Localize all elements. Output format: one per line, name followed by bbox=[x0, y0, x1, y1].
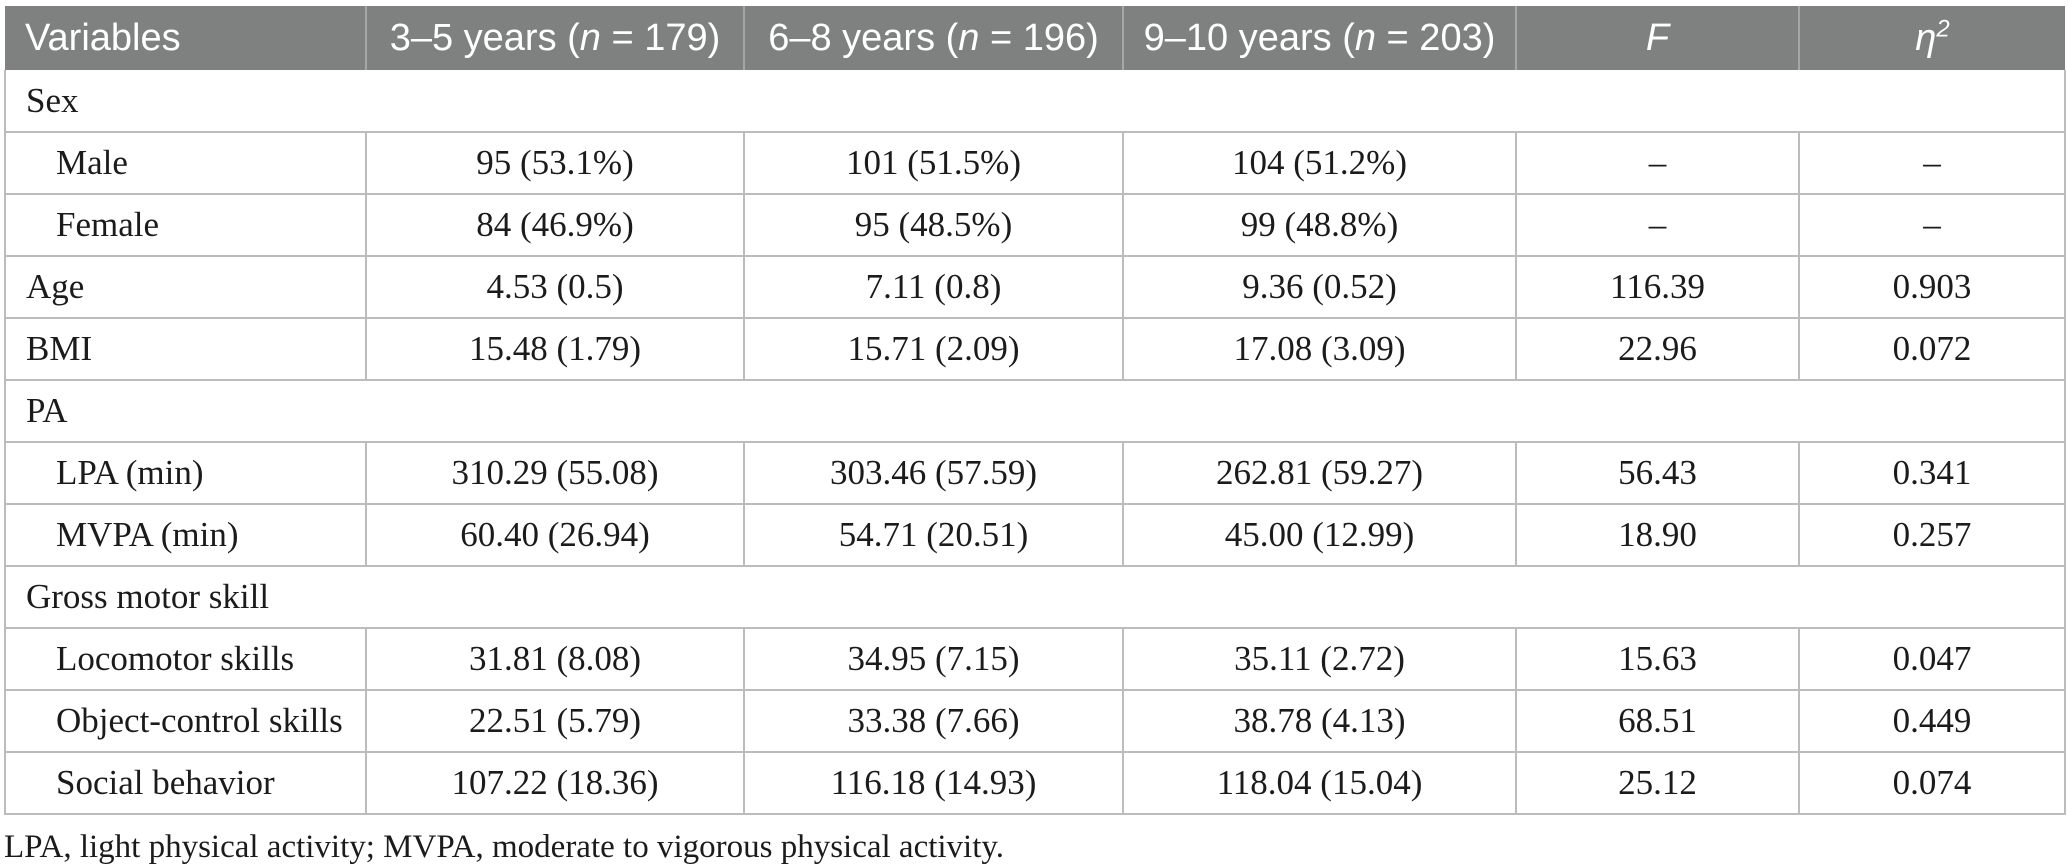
cell-value: 22.51 (5.79) bbox=[365, 689, 744, 752]
row-label: Object-control skills bbox=[4, 689, 366, 752]
cell-value: 95 (48.5%) bbox=[743, 193, 1123, 256]
table-row: MVPA (min) 60.40 (26.94) 54.71 (20.51) 45.0… bbox=[4, 503, 2066, 566]
cell-value: 104 (51.2%) bbox=[1122, 131, 1516, 194]
cell-value: 34.95 (7.15) bbox=[743, 627, 1123, 690]
cell-value: 15.63 bbox=[1515, 627, 1799, 690]
cell-value: 116.39 bbox=[1515, 255, 1799, 318]
cell-value: 262.81 (59.27) bbox=[1122, 441, 1516, 504]
cell-value: 15.71 (2.09) bbox=[743, 317, 1123, 380]
row-label: Female bbox=[4, 193, 366, 256]
section-row: Gross motor skill bbox=[4, 565, 2066, 628]
col-header-group-3-5: 3–5 years (n = 179) bbox=[365, 6, 744, 70]
table-row: Age 4.53 (0.5) 7.11 (0.8) 9.36 (0.52) 116.39… bbox=[4, 255, 2066, 318]
cell-value: 38.78 (4.13) bbox=[1122, 689, 1516, 752]
cell-value: 0.449 bbox=[1798, 689, 2066, 752]
demographics-table: Variables 3–5 years (n = 179) 6–8 years … bbox=[4, 6, 2066, 815]
cell-value: 0.072 bbox=[1798, 317, 2066, 380]
table-row: Locomotor skills 31.81 (8.08) 34.95 (7.15)… bbox=[4, 627, 2066, 690]
cell-value: 45.00 (12.99) bbox=[1122, 503, 1516, 566]
section-label: Sex bbox=[4, 70, 2066, 132]
cell-value: 0.257 bbox=[1798, 503, 2066, 566]
table-row: Female 84 (46.9%) 95 (48.5%) 99 (48.8%) – – bbox=[4, 193, 2066, 256]
col-header-group-9-10: 9–10 years (n = 203) bbox=[1122, 6, 1516, 70]
row-label: BMI bbox=[4, 317, 366, 380]
header-row: Variables 3–5 years (n = 179) 6–8 years … bbox=[5, 6, 2065, 70]
cell-value: 107.22 (18.36) bbox=[365, 751, 744, 815]
cell-value: 56.43 bbox=[1515, 441, 1799, 504]
cell-value: 0.047 bbox=[1798, 627, 2066, 690]
row-label: LPA (min) bbox=[4, 441, 366, 504]
row-label: Male bbox=[4, 131, 366, 194]
cell-value: 303.46 (57.59) bbox=[743, 441, 1123, 504]
cell-value: 31.81 (8.08) bbox=[365, 627, 744, 690]
row-label: Age bbox=[4, 255, 366, 318]
cell-value: 22.96 bbox=[1515, 317, 1799, 380]
col-header-variables: Variables bbox=[5, 6, 366, 70]
cell-value: 68.51 bbox=[1515, 689, 1799, 752]
cell-value: 18.90 bbox=[1515, 503, 1799, 566]
cell-value: 17.08 (3.09) bbox=[1122, 317, 1516, 380]
cell-value: 116.18 (14.93) bbox=[743, 751, 1123, 815]
cell-value: 15.48 (1.79) bbox=[365, 317, 744, 380]
table-row: Object-control skills 22.51 (5.79) 33.38 (… bbox=[4, 689, 2066, 752]
cell-value: – bbox=[1798, 193, 2066, 256]
cell-value: 95 (53.1%) bbox=[365, 131, 744, 194]
col-header-group-6-8: 6–8 years (n = 196) bbox=[743, 6, 1123, 70]
table-row: Social behavior 107.22 (18.36) 116.18 (14.… bbox=[4, 751, 2066, 815]
cell-value: 0.341 bbox=[1798, 441, 2066, 504]
col-header-f-statistic: F bbox=[1515, 6, 1799, 70]
cell-value: 310.29 (55.08) bbox=[365, 441, 744, 504]
cell-value: 101 (51.5%) bbox=[743, 131, 1123, 194]
cell-value: 33.38 (7.66) bbox=[743, 689, 1123, 752]
cell-value: 35.11 (2.72) bbox=[1122, 627, 1516, 690]
cell-value: 9.36 (0.52) bbox=[1122, 255, 1516, 318]
section-label: PA bbox=[4, 379, 2066, 442]
cell-value: – bbox=[1515, 131, 1799, 194]
table-row: Male 95 (53.1%) 101 (51.5%) 104 (51.2%) – – bbox=[4, 131, 2066, 194]
row-label: MVPA (min) bbox=[4, 503, 366, 566]
col-header-eta-squared: η2 bbox=[1798, 6, 2065, 70]
cell-value: – bbox=[1798, 131, 2066, 194]
section-row: PA bbox=[4, 379, 2066, 442]
cell-value: 4.53 (0.5) bbox=[365, 255, 744, 318]
cell-value: – bbox=[1515, 193, 1799, 256]
cell-value: 118.04 (15.04) bbox=[1122, 751, 1516, 815]
cell-value: 25.12 bbox=[1515, 751, 1799, 815]
cell-value: 7.11 (0.8) bbox=[743, 255, 1123, 318]
section-row: Sex bbox=[4, 70, 2066, 132]
table-row: BMI 15.48 (1.79) 15.71 (2.09) 17.08 (3.09) 2… bbox=[4, 317, 2066, 380]
cell-value: 54.71 (20.51) bbox=[743, 503, 1123, 566]
row-label: Social behavior bbox=[4, 751, 366, 815]
cell-value: 99 (48.8%) bbox=[1122, 193, 1516, 256]
row-label: Locomotor skills bbox=[4, 627, 366, 690]
table-figure: Variables 3–5 years (n = 179) 6–8 years … bbox=[4, 6, 2066, 866]
cell-value: 0.903 bbox=[1798, 255, 2066, 318]
section-label: Gross motor skill bbox=[4, 565, 2066, 628]
cell-value: 84 (46.9%) bbox=[365, 193, 744, 256]
cell-value: 0.074 bbox=[1798, 751, 2066, 815]
table-row: LPA (min) 310.29 (55.08) 303.46 (57.59) 262… bbox=[4, 441, 2066, 504]
table-footnote: LPA, light physical activity; MVPA, mode… bbox=[4, 829, 1004, 865]
cell-value: 60.40 (26.94) bbox=[365, 503, 744, 566]
